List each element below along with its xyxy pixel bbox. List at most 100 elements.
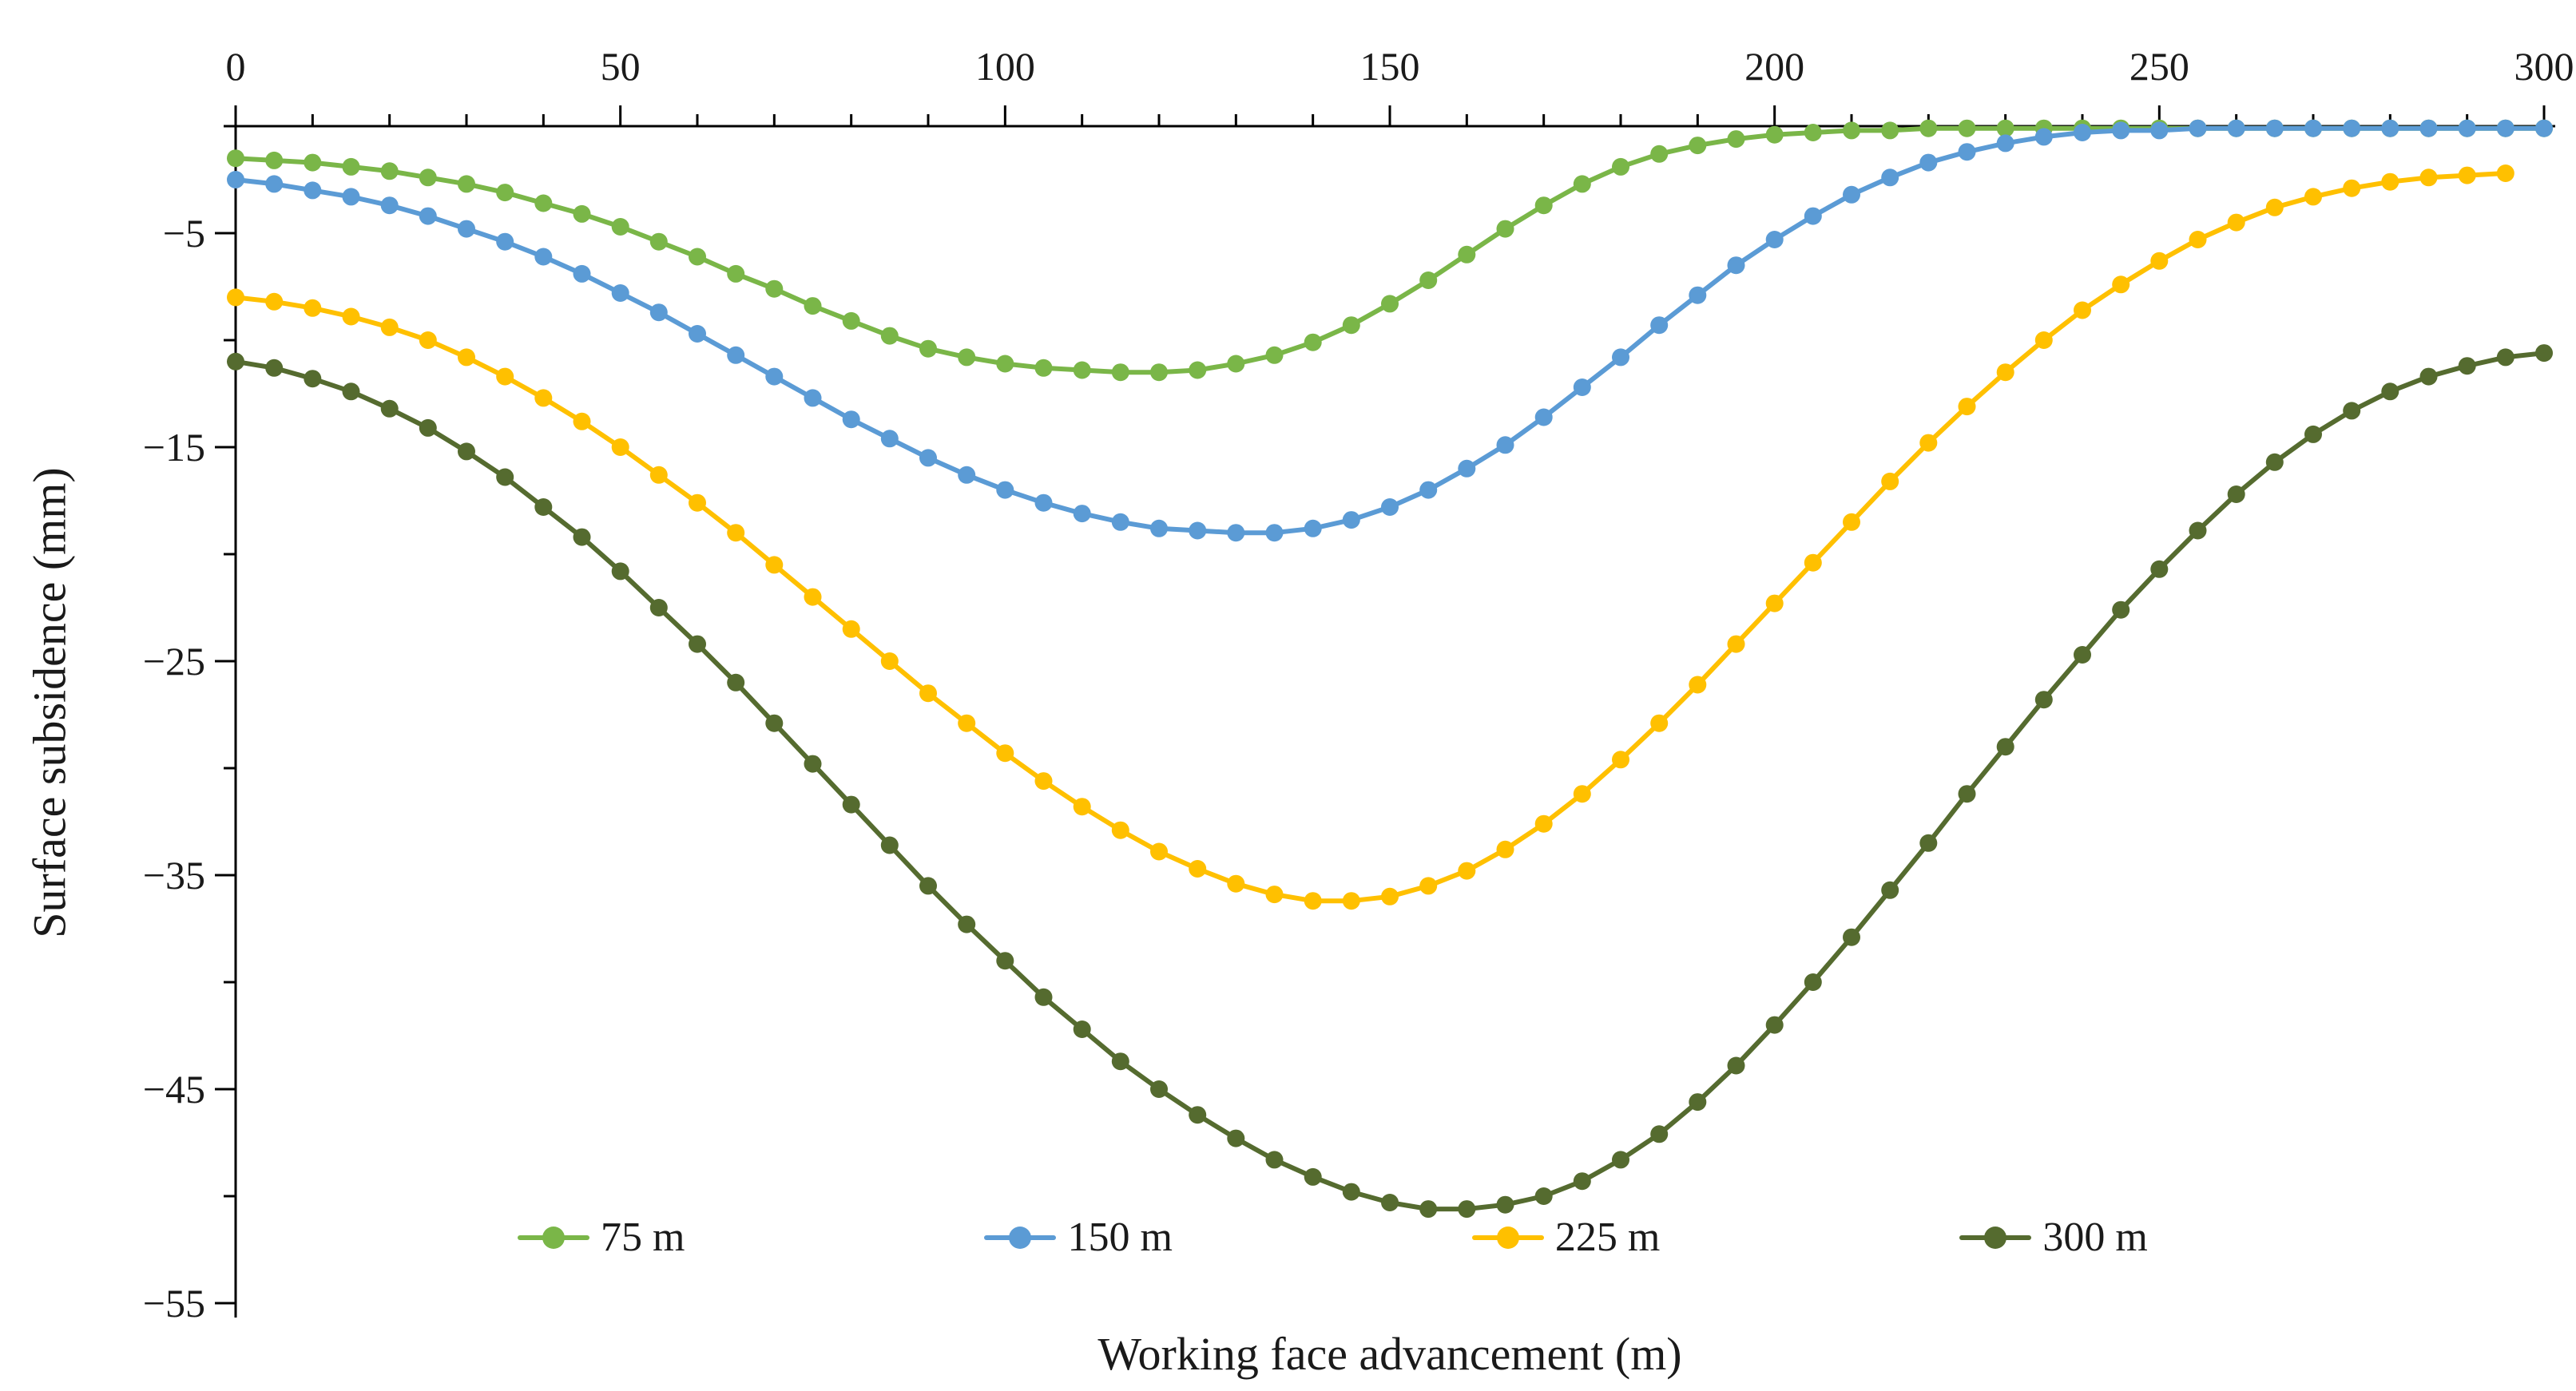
series-marker-150m	[380, 196, 399, 215]
series-marker-225m	[1265, 886, 1284, 904]
series-marker-300m	[1227, 1129, 1245, 1147]
series-marker-225m	[1111, 821, 1129, 839]
series-marker-150m	[727, 346, 745, 364]
series-marker-75m	[1150, 363, 1168, 382]
series-marker-225m	[1534, 814, 1553, 833]
series-marker-225m	[458, 348, 475, 367]
series-marker-300m	[996, 952, 1014, 970]
series-marker-300m	[1265, 1151, 1284, 1169]
series-marker-150m	[2227, 119, 2245, 137]
series-marker-75m	[1073, 361, 1091, 379]
series-marker-150m	[649, 303, 668, 322]
series-marker-225m	[2496, 164, 2514, 182]
series-marker-150m	[1534, 408, 1553, 426]
series-marker-150m	[1073, 505, 1091, 523]
series-marker-75m	[1534, 196, 1553, 215]
series-marker-300m	[2112, 600, 2130, 619]
series-marker-225m	[419, 331, 437, 349]
series-marker-75m	[1265, 346, 1284, 364]
series-marker-150m	[534, 248, 553, 266]
series-marker-75m	[227, 149, 244, 168]
series-marker-75m	[842, 311, 860, 330]
series-marker-225m	[1919, 434, 1938, 452]
series-marker-225m	[1304, 892, 1322, 910]
series-marker-300m	[2496, 348, 2514, 367]
x-tick-label: 300	[2514, 44, 2574, 89]
series-marker-75m	[1919, 119, 1938, 137]
series-marker-75m	[1689, 137, 1707, 155]
series-marker-300m	[2381, 382, 2399, 401]
series-marker-300m	[227, 352, 244, 371]
series-marker-300m	[534, 498, 553, 516]
y-tick-label: −5	[163, 211, 205, 256]
series-marker-300m	[1996, 738, 2014, 756]
series-marker-150m	[1612, 348, 1629, 367]
legend-marker-150m-icon	[984, 1226, 1057, 1249]
series-marker-150m	[2265, 119, 2284, 137]
series-marker-225m	[842, 620, 860, 638]
series-marker-300m	[1111, 1052, 1129, 1071]
series-marker-75m	[265, 151, 284, 169]
series-marker-225m	[1650, 714, 1669, 732]
series-marker-150m	[1804, 207, 1822, 225]
series-marker-75m	[1843, 121, 1860, 140]
series-marker-225m	[1727, 635, 1745, 653]
series-marker-75m	[689, 248, 706, 266]
series-marker-150m	[2189, 119, 2207, 137]
series-marker-75m	[1727, 130, 1745, 149]
series-marker-225m	[1458, 862, 1476, 880]
y-tick-label: −35	[143, 853, 205, 898]
series-line-150m	[233, 125, 2546, 536]
series-marker-225m	[1496, 840, 1514, 858]
series-marker-150m	[996, 481, 1014, 499]
series-marker-75m	[1458, 245, 1476, 264]
series-marker-300m	[2304, 425, 2322, 443]
series-marker-225m	[2112, 275, 2130, 294]
y-tick-label: −55	[143, 1281, 205, 1326]
series-marker-150m	[1111, 513, 1129, 531]
series-marker-150m	[2034, 128, 2053, 146]
series-marker-150m	[304, 181, 322, 200]
series-marker-75m	[1996, 119, 2014, 137]
series-marker-225m	[2189, 231, 2207, 248]
series-marker-150m	[842, 410, 860, 429]
series-marker-300m	[2535, 344, 2553, 363]
series-marker-300m	[2419, 367, 2438, 386]
series-marker-300m	[611, 562, 629, 581]
legend-item-225m: 225 m	[1471, 1214, 1660, 1261]
series-marker-225m	[765, 556, 784, 574]
x-tick-label: 200	[1744, 44, 1804, 89]
series-marker-225m	[2343, 179, 2361, 197]
series-marker-150m	[1381, 498, 1399, 516]
series-marker-225m	[611, 438, 629, 456]
series-marker-300m	[2034, 691, 2053, 709]
series-marker-300m	[2458, 357, 2476, 375]
legend-marker-225m-icon	[1471, 1226, 1544, 1249]
series-marker-75m	[1573, 175, 1591, 193]
series-marker-300m	[1843, 928, 1860, 946]
series-marker-225m	[1573, 785, 1591, 803]
legend-label-75m: 75 m	[601, 1215, 685, 1260]
series-marker-225m	[689, 493, 706, 512]
series-marker-225m	[1804, 553, 1822, 572]
series-marker-300m	[419, 418, 437, 437]
series-marker-150m	[958, 466, 976, 484]
series-marker-225m	[2150, 252, 2169, 270]
series-marker-225m	[1612, 751, 1629, 769]
series-marker-300m	[1612, 1151, 1629, 1169]
series-marker-225m	[1227, 874, 1245, 893]
series-marker-75m	[1034, 359, 1053, 377]
series-marker-150m	[1150, 519, 1168, 537]
series-marker-75m	[649, 232, 668, 251]
series-marker-300m	[1573, 1172, 1591, 1191]
series-marker-300m	[1689, 1093, 1707, 1112]
series-marker-75m	[1612, 157, 1629, 176]
series-marker-150m	[2458, 119, 2476, 137]
series-marker-150m	[2074, 124, 2091, 141]
x-tick-label: 100	[975, 44, 1035, 89]
series-marker-150m	[265, 175, 284, 193]
legend-item-75m: 75 m	[518, 1214, 685, 1261]
series-marker-75m	[804, 297, 822, 315]
